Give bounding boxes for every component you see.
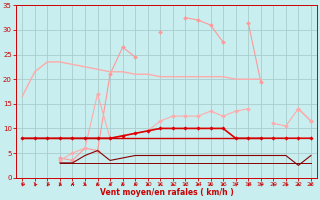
X-axis label: Vent moyen/en rafales ( km/h ): Vent moyen/en rafales ( km/h ) (100, 188, 234, 197)
